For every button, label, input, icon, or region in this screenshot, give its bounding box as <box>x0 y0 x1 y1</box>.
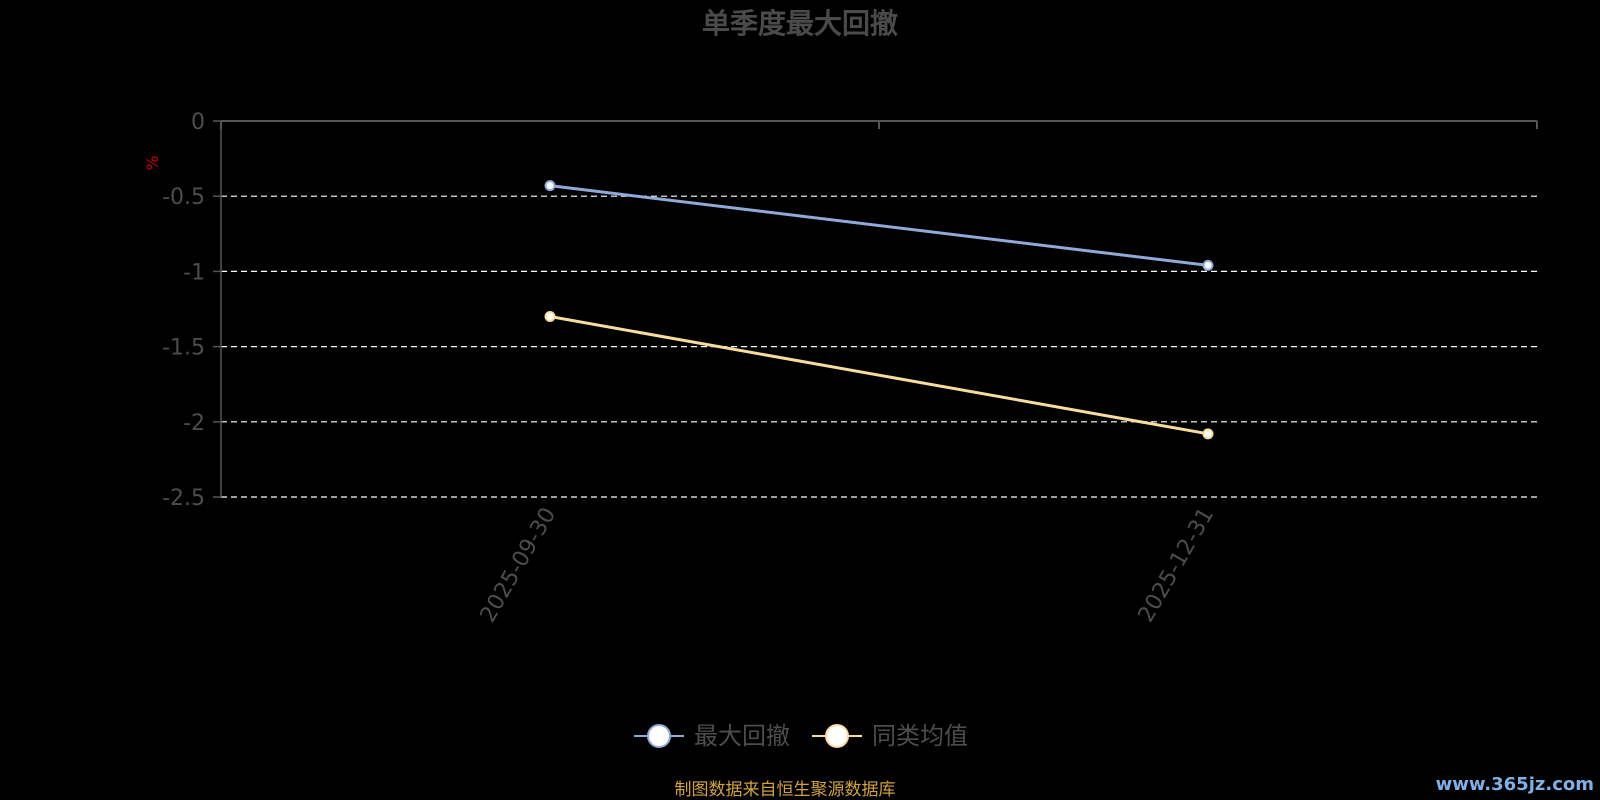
data-point <box>1202 259 1214 271</box>
legend-label: 同类均值 <box>872 722 968 750</box>
chart-title: 单季度最大回撤 <box>702 7 898 40</box>
legend[interactable]: 最大回撤 同类均值 <box>634 722 968 750</box>
y-axis-unit-label: % <box>143 155 162 170</box>
y-tick-label: -2 <box>183 411 205 436</box>
y-tick-label: -1 <box>183 260 205 285</box>
y-axis-ticks: 0 -0.5 -1 -1.5 -2 -2.5 <box>162 110 221 511</box>
data-point <box>1202 428 1214 440</box>
x-axis-ticks: 2025-09-30 2025-12-31 <box>476 504 1220 627</box>
y-tick-label: -2.5 <box>162 486 205 511</box>
legend-item[interactable]: 最大回撤 <box>634 722 790 750</box>
y-tick-label: -0.5 <box>162 185 205 210</box>
legend-swatch-marker <box>647 724 671 748</box>
watermark: www.365jz.com <box>1436 774 1594 795</box>
series-同类均值 <box>544 311 1214 440</box>
series-layer <box>544 180 1214 440</box>
series-最大回撤 <box>544 180 1214 271</box>
legend-item[interactable]: 同类均值 <box>812 722 968 750</box>
y-tick-label: -1.5 <box>162 336 205 361</box>
axes <box>220 120 1538 497</box>
grid-lines <box>221 195 1537 498</box>
data-source-note: 制图数据来自恒生聚源数据库 <box>675 780 896 800</box>
x-tick-label: 2025-09-30 <box>476 504 562 627</box>
series-line <box>549 315 1209 436</box>
y-tick-label: 0 <box>191 110 205 135</box>
data-point <box>544 180 556 192</box>
data-point <box>544 311 556 323</box>
series-line <box>549 184 1209 267</box>
legend-label: 最大回撤 <box>694 722 790 750</box>
legend-swatch-marker <box>825 724 849 748</box>
x-tick-label: 2025-12-31 <box>1134 504 1220 627</box>
